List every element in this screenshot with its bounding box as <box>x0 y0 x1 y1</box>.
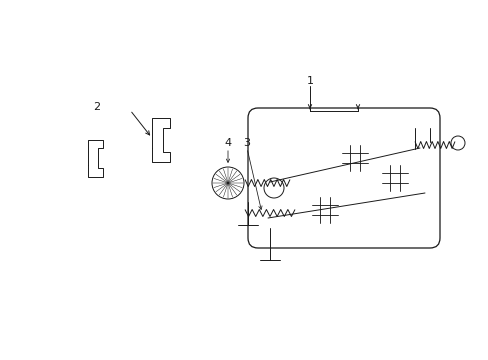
Text: 4: 4 <box>224 138 231 148</box>
Text: 1: 1 <box>306 76 313 86</box>
FancyBboxPatch shape <box>247 108 439 248</box>
Text: 3: 3 <box>243 138 250 148</box>
Text: 2: 2 <box>93 102 101 112</box>
